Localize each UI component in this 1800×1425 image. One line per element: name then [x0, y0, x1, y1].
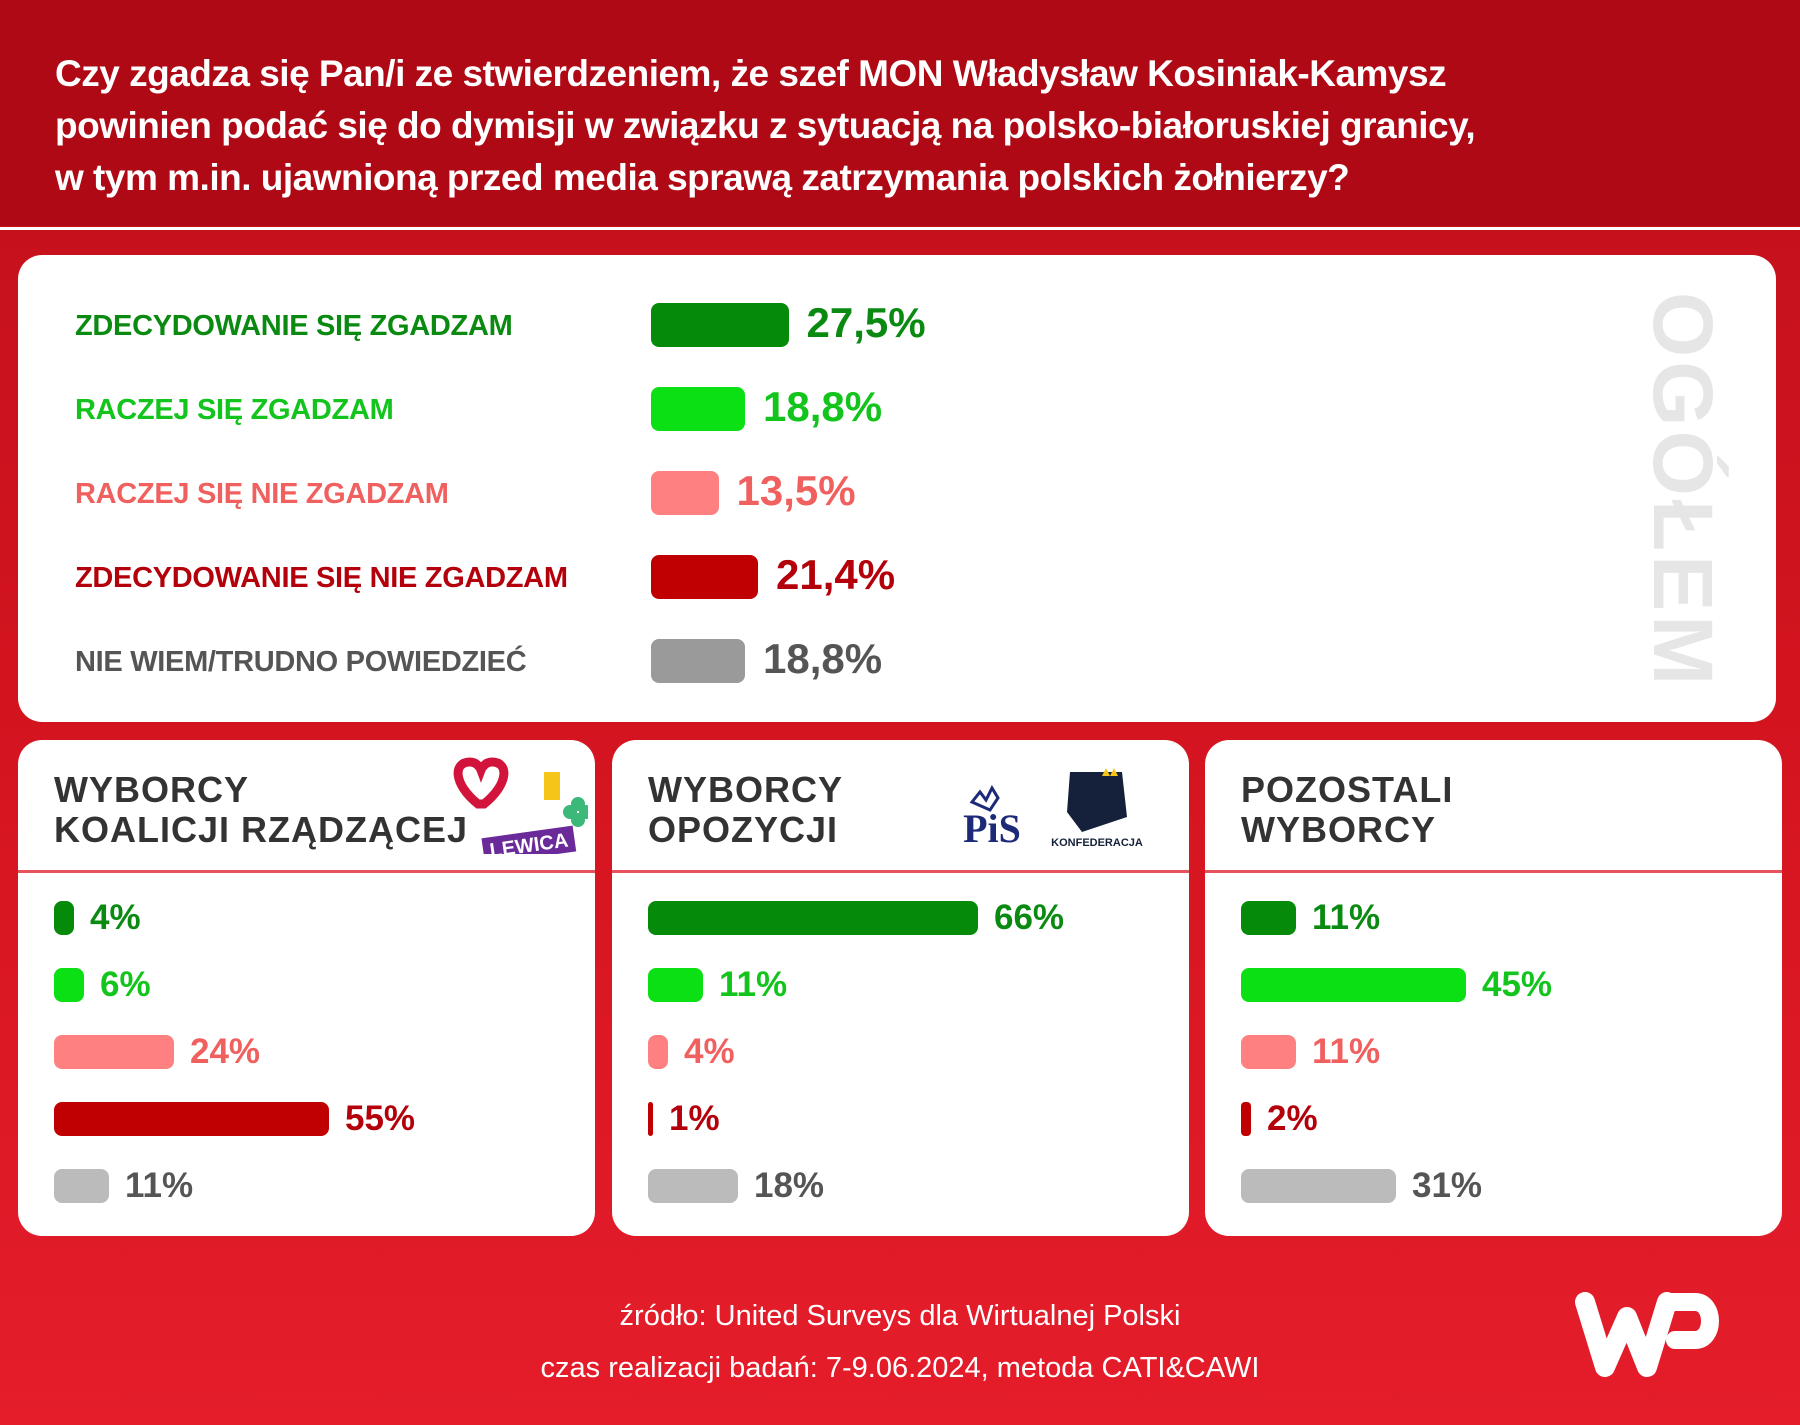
psl-clover-icon	[563, 797, 588, 827]
category-label: ZDECYDOWANIE SIĘ ZGADZAM	[75, 310, 513, 342]
title-line: w tym m.in. ujawnioną przed media sprawą…	[55, 157, 1350, 198]
bar	[651, 639, 745, 683]
bar	[54, 1169, 109, 1203]
overall-label: OGÓŁEM	[1637, 285, 1731, 695]
value-label: 18,8%	[763, 383, 883, 430]
card-divider	[18, 870, 595, 873]
value-label: 11%	[125, 1166, 194, 1205]
header	[0, 0, 1800, 226]
value-label: 45%	[1482, 965, 1553, 1004]
chart-row: 2%	[1241, 1099, 1781, 1139]
chart-row: NIE WIEM/TRUDNO POWIEDZIEĆ 18,8%	[18, 635, 1318, 686]
konfederacja-eagle-icon	[1067, 772, 1127, 832]
value-label: 31%	[1412, 1166, 1483, 1205]
card-title: POZOSTALI WYBORCY	[1241, 769, 1454, 850]
header-divider	[0, 227, 1800, 230]
page-title: Czy zgadza się Pan/i ze stwierdzeniem, ż…	[55, 48, 1755, 204]
bar	[648, 968, 703, 1002]
bar	[54, 968, 84, 1002]
value-label: 18%	[754, 1166, 825, 1205]
bar	[648, 1035, 668, 1069]
bar	[54, 901, 74, 935]
ko-heart-icon	[453, 757, 509, 809]
chart-row: 4%	[54, 898, 594, 938]
chart-row: 11%	[54, 1166, 594, 1206]
value-label: 21,4%	[776, 551, 896, 598]
overall-chart-card: ZDECYDOWANIE SIĘ ZGADZAM 27,5% RACZEJ SIĘ …	[18, 255, 1776, 722]
value-label: 1%	[669, 1099, 720, 1138]
chart-row: 1%	[648, 1099, 1188, 1139]
chart-row: 55%	[54, 1099, 594, 1139]
value-label: 27,5%	[806, 299, 926, 346]
chart-row: RACZEJ SIĘ NIE ZGADZAM 13,5%	[18, 467, 1318, 518]
chart-row: 45%	[1241, 965, 1781, 1005]
coalition-voters-card: WYBORCY KOALICJI RZĄDZĄCEJ LEWICA 4% 6% 24%…	[18, 740, 595, 1236]
chart-row: 4%	[648, 1032, 1188, 1072]
value-label: 66%	[994, 898, 1065, 937]
value-label: 4%	[684, 1032, 735, 1071]
bar	[1241, 1169, 1396, 1203]
chart-row: 11%	[1241, 1032, 1781, 1072]
opposition-voters-card: WYBORCY OPOZYCJI PiS KONFEDERACJA 66% 11% 4…	[612, 740, 1189, 1236]
bar	[651, 555, 758, 599]
pis-eagle-icon	[969, 784, 1000, 812]
chart-row: ZDECYDOWANIE SIĘ ZGADZAM 27,5%	[18, 299, 1318, 350]
bar	[1241, 968, 1466, 1002]
survey-date-text: czas realizacji badań: 7-9.06.2024, meto…	[540, 1352, 1260, 1384]
chart-row: ZDECYDOWANIE SIĘ NIE ZGADZAM 21,4%	[18, 551, 1318, 602]
bar	[1241, 1102, 1251, 1136]
title-line: powinien podać się do dymisji w związku …	[55, 105, 1476, 146]
category-label: ZDECYDOWANIE SIĘ NIE ZGADZAM	[75, 562, 568, 594]
value-label: 24%	[190, 1032, 261, 1071]
pis-logo-text: PiS	[963, 806, 1021, 851]
value-label: 2%	[1267, 1099, 1318, 1138]
category-label: RACZEJ SIĘ ZGADZAM	[75, 394, 394, 426]
chart-row: 31%	[1241, 1166, 1781, 1206]
card-title: WYBORCY OPOZYCJI	[648, 769, 843, 850]
value-label: 11%	[1312, 1032, 1381, 1071]
chart-row: 66%	[648, 898, 1188, 938]
value-label: 13,5%	[736, 467, 856, 514]
bar	[648, 1102, 653, 1136]
value-label: 6%	[100, 965, 151, 1004]
overall-title: OGÓŁEM	[1636, 291, 1731, 689]
category-label: NIE WIEM/TRUDNO POWIEDZIEĆ	[75, 646, 527, 678]
bar	[54, 1102, 329, 1136]
card-divider	[612, 870, 1189, 873]
value-label: 11%	[1312, 898, 1381, 937]
trzecia-droga-icon	[544, 772, 560, 800]
card-title: WYBORCY KOALICJI RZĄDZĄCEJ	[54, 769, 469, 850]
chart-row: 24%	[54, 1032, 594, 1072]
category-label: RACZEJ SIĘ NIE ZGADZAM	[75, 478, 449, 510]
chart-row: 11%	[1241, 898, 1781, 938]
other-voters-card: POZOSTALI WYBORCY 11% 45% 11% 2% 31%	[1205, 740, 1782, 1236]
bar	[1241, 1035, 1296, 1069]
bar	[648, 1169, 738, 1203]
source-text: źródło: United Surveys dla Wirtualnej Po…	[619, 1300, 1181, 1332]
chart-row: 11%	[648, 965, 1188, 1005]
bar	[1241, 901, 1296, 935]
card-divider	[1205, 870, 1782, 873]
title-line: Czy zgadza się Pan/i ze stwierdzeniem, ż…	[55, 53, 1447, 94]
chart-row: RACZEJ SIĘ ZGADZAM 18,8%	[18, 383, 1318, 434]
wp-logo	[1575, 1292, 1719, 1377]
bar	[651, 303, 789, 347]
chart-row: 18%	[648, 1166, 1188, 1206]
coalition-parties-logo: LEWICA	[453, 757, 588, 854]
bar	[648, 901, 978, 935]
bar	[54, 1035, 174, 1069]
opposition-parties-logo: PiS KONFEDERACJA	[963, 768, 1143, 851]
bar	[651, 471, 719, 515]
chart-row: 6%	[54, 965, 594, 1005]
konfederacja-logo-text: KONFEDERACJA	[1051, 837, 1143, 849]
bar	[651, 387, 745, 431]
value-label: 55%	[345, 1099, 416, 1138]
value-label: 18,8%	[763, 635, 883, 682]
value-label: 11%	[719, 965, 788, 1004]
value-label: 4%	[90, 898, 141, 937]
